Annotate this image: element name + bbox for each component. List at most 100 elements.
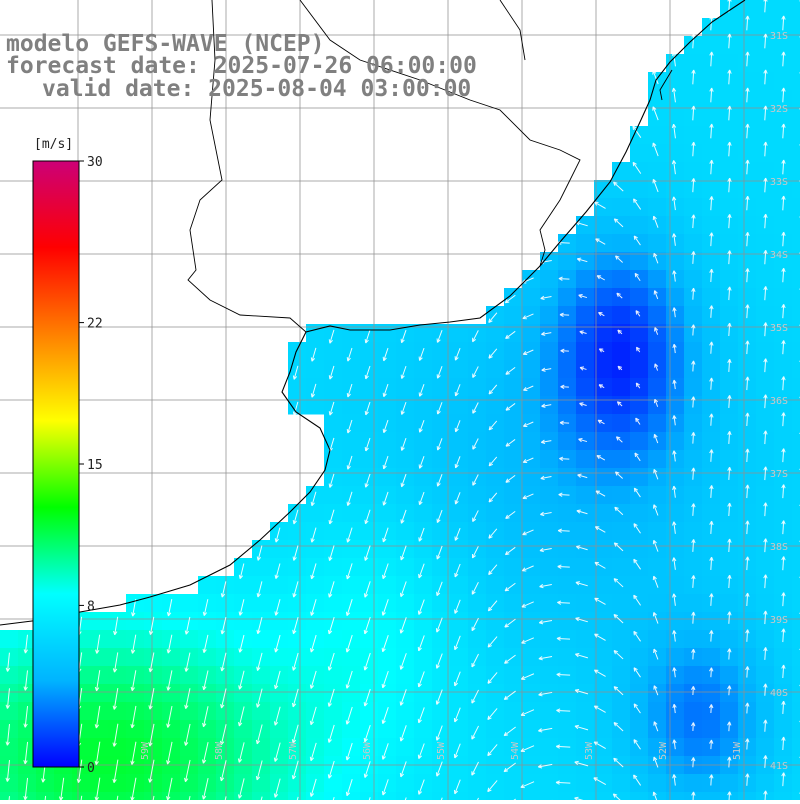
- lat-label: 38S: [770, 542, 788, 553]
- wind-speed-cell: [666, 288, 685, 307]
- wind-speed-cell: [468, 792, 487, 800]
- wind-speed-cell: [774, 792, 793, 800]
- wind-speed-cell: [468, 414, 487, 433]
- wind-speed-cell: [630, 576, 649, 595]
- wind-speed-cell: [666, 576, 685, 595]
- lat-label: 32S: [770, 104, 788, 115]
- wind-speed-cell: [306, 576, 325, 595]
- wind-speed-cell: [648, 450, 667, 469]
- wind-speed-cell: [0, 774, 19, 793]
- colorbar-tick-label: 15: [87, 458, 103, 473]
- wind-speed-cell: [774, 288, 793, 307]
- lon-label: 51W: [732, 741, 743, 760]
- wind-speed-cell: [468, 666, 487, 685]
- wind-speed-cell: [468, 522, 487, 541]
- wind-speed-cell: [522, 720, 541, 739]
- wind-speed-cell: [684, 126, 703, 145]
- wind-speed-cell: [666, 792, 685, 800]
- wind-speed-cell: [594, 396, 613, 415]
- wind-speed-cell: [468, 378, 487, 397]
- wind-speed-cell: [342, 792, 361, 800]
- wind-speed-cell: [378, 468, 397, 487]
- wind-speed-cell: [378, 576, 397, 595]
- wind-speed-cell: [468, 630, 487, 649]
- wind-speed-cell: [738, 468, 757, 487]
- wind-speed-cell: [324, 558, 343, 577]
- wind-speed-cell: [630, 216, 649, 235]
- wind-speed-cell: [360, 378, 379, 397]
- wind-speed-cell: [36, 774, 55, 793]
- wind-speed-cell: [324, 774, 343, 793]
- wind-speed-cell: [270, 576, 289, 595]
- wind-speed-cell: [468, 342, 487, 361]
- wind-speed-cell: [306, 792, 325, 800]
- wind-speed-cell: [558, 396, 577, 415]
- wind-speed-cell: [414, 576, 433, 595]
- wind-speed-cell: [612, 378, 631, 397]
- wind-speed-cell: [738, 396, 757, 415]
- wind-speed-cell: [792, 108, 800, 127]
- wind-speed-cell: [702, 540, 721, 559]
- wind-speed-cell: [288, 558, 307, 577]
- lon-label: 56W: [362, 741, 373, 760]
- wind-speed-cell: [522, 432, 541, 451]
- wind-speed-cell: [522, 540, 541, 559]
- wind-speed-cell: [540, 342, 559, 361]
- wind-speed-cell: [360, 630, 379, 649]
- wind-speed-cell: [702, 576, 721, 595]
- wind-speed-cell: [504, 558, 523, 577]
- wind-speed-cell: [342, 612, 361, 631]
- wind-speed-cell: [702, 252, 721, 271]
- wind-speed-cell: [612, 270, 631, 289]
- wind-speed-cell: [594, 648, 613, 667]
- wind-speed-cell: [378, 432, 397, 451]
- wind-speed-cell: [180, 702, 199, 721]
- wind-speed-cell: [720, 234, 739, 253]
- wind-speed-cell: [594, 468, 613, 487]
- wind-speed-cell: [468, 594, 487, 613]
- wind-speed-cell: [414, 360, 433, 379]
- wind-speed-cell: [702, 468, 721, 487]
- wind-speed-cell: [396, 558, 415, 577]
- wind-speed-cell: [702, 396, 721, 415]
- wind-speed-cell: [702, 108, 721, 127]
- wind-speed-cell: [306, 648, 325, 667]
- wind-speed-cell: [738, 540, 757, 559]
- wind-speed-cell: [792, 198, 800, 217]
- wind-speed-cell: [684, 774, 703, 793]
- wind-speed-cell: [540, 738, 559, 757]
- wind-speed-cell: [756, 486, 775, 505]
- wind-speed-cell: [792, 126, 800, 145]
- wind-speed-cell: [792, 306, 800, 325]
- wind-speed-cell: [486, 792, 505, 800]
- wind-speed-cell: [414, 648, 433, 667]
- wind-speed-cell: [378, 360, 397, 379]
- wind-speed-cell: [684, 666, 703, 685]
- wind-speed-cell: [612, 414, 631, 433]
- wind-speed-cell: [792, 432, 800, 451]
- wind-speed-cell: [162, 720, 181, 739]
- wind-speed-cell: [684, 342, 703, 361]
- wind-speed-cell: [198, 684, 217, 703]
- wind-speed-cell: [630, 360, 649, 379]
- wind-speed-cell: [594, 360, 613, 379]
- wind-speed-cell: [792, 558, 800, 577]
- wind-speed-cell: [720, 558, 739, 577]
- wind-speed-cell: [630, 540, 649, 559]
- wind-speed-cell: [648, 162, 667, 181]
- wind-speed-cell: [648, 126, 667, 145]
- wind-speed-cell: [702, 432, 721, 451]
- wind-speed-cell: [216, 774, 235, 793]
- wind-speed-cell: [396, 522, 415, 541]
- wind-speed-cell: [162, 684, 181, 703]
- wind-speed-cell: [504, 342, 523, 361]
- wind-speed-cell: [396, 594, 415, 613]
- wind-speed-cell: [756, 414, 775, 433]
- wind-speed-cell: [738, 432, 757, 451]
- wind-speed-cell: [684, 738, 703, 757]
- wind-speed-cell: [558, 360, 577, 379]
- wind-speed-cell: [630, 720, 649, 739]
- wind-speed-cell: [216, 666, 235, 685]
- wind-speed-cell: [234, 576, 253, 595]
- wind-speed-cell: [0, 630, 19, 649]
